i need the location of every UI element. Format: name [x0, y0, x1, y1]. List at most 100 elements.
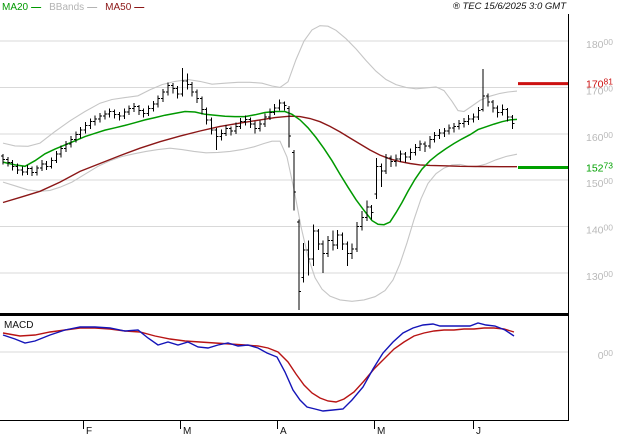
ma50-line — [2, 115, 517, 204]
ohlc-bar — [452, 123, 457, 133]
ohlc-bar — [486, 93, 490, 107]
ohlc-bar — [321, 240, 326, 273]
copyright-timestamp: ® TEC 15/6/2025 3:0 GMT — [452, 1, 566, 12]
ohlc-bar — [112, 109, 117, 119]
price-axis-label: 15000 — [586, 176, 613, 190]
ohlc-bar — [495, 105, 500, 118]
ohlc-bar — [146, 105, 151, 117]
ohlc-bar — [44, 161, 49, 170]
ohlc-bar — [78, 126, 83, 139]
ohlc-bar — [301, 242, 306, 283]
ohlc-bar — [1, 154, 5, 165]
macd-zero-label: 000 — [598, 348, 614, 362]
ohlc-bar — [422, 141, 427, 152]
ohlc-bar — [306, 240, 311, 276]
ohlc-bar — [243, 115, 248, 126]
ohlc-bar — [83, 122, 88, 134]
ohlc-bar — [335, 229, 340, 249]
ohlc-bar — [490, 99, 495, 113]
ohlc-bar — [180, 67, 185, 97]
ohlc-bar — [340, 232, 345, 250]
ohlc-bar — [461, 118, 466, 128]
ohlc-bar — [403, 151, 408, 163]
ohlc-bar — [136, 105, 141, 115]
ohlc-bar — [330, 230, 335, 251]
month-label: M — [183, 426, 191, 437]
month-label: F — [86, 426, 92, 437]
ohlc-bar — [456, 119, 461, 130]
ohlc-bar — [93, 115, 98, 126]
ohlc-bar — [311, 224, 316, 267]
ohlc-bar — [393, 154, 398, 167]
legend-label-ma20: MA20 — [2, 2, 29, 13]
ohlc-bar — [248, 117, 253, 129]
ohlc-bar — [54, 150, 59, 164]
ohlc-bar — [413, 144, 418, 156]
ohlc-bar — [10, 160, 15, 171]
ohlc-bar — [427, 136, 432, 149]
ohlc-bar — [185, 73, 190, 90]
legend-swatch-ma50: — — [134, 2, 144, 13]
legend-item-bbands: BBands — — [49, 2, 97, 13]
ohlc-bar — [505, 107, 510, 122]
ohlc-bar — [471, 113, 476, 123]
ohlc-bar — [374, 157, 379, 199]
legend-swatch-ma20: — — [31, 2, 41, 13]
legend-label-bbands: BBands — [49, 2, 85, 13]
price-axis-label: 18000 — [586, 37, 613, 51]
ohlc-bar — [68, 136, 73, 148]
ohlc-bar — [418, 140, 423, 151]
ohlc-bar — [292, 150, 296, 211]
ohlc-bar — [272, 104, 277, 116]
ohlc-bar — [175, 86, 180, 99]
ohlc-bar — [267, 108, 272, 120]
ohlc-bar — [277, 99, 282, 111]
ohlc-bar — [369, 204, 374, 220]
ohlc-bar — [122, 108, 127, 119]
ohlc-bar — [15, 163, 20, 175]
month-label: M — [377, 426, 385, 437]
ohlc-bar — [195, 89, 199, 104]
ohlc-bar — [355, 221, 360, 253]
ohlc-bar — [102, 110, 107, 120]
macd-signal-line — [2, 327, 515, 403]
month-label: J — [476, 426, 481, 437]
ohlc-bar — [398, 150, 403, 163]
ohlc-bar — [127, 105, 132, 116]
legend-label-ma50: MA50 — [105, 2, 132, 13]
ohlc-bar — [131, 103, 136, 112]
ohlc-bar — [432, 131, 437, 143]
ohlc-bar — [287, 105, 292, 148]
ohlc-bar — [228, 126, 233, 136]
ohlc-bar — [296, 219, 301, 311]
macd-line — [2, 322, 515, 412]
ohlc-bar — [224, 124, 229, 137]
ohlc-bar — [25, 164, 30, 176]
ohlc-bar — [282, 101, 287, 111]
month-label: A — [280, 426, 287, 437]
ohlc-bar — [238, 118, 243, 130]
macd-panel-label: MACD — [4, 320, 34, 331]
ohlc-bar — [30, 166, 35, 177]
ohlc-bar — [219, 129, 224, 141]
ohlc-bar — [262, 113, 267, 127]
ohlc-bar — [345, 241, 350, 267]
ohlc-bar — [510, 114, 515, 130]
ohlc-bar — [161, 88, 166, 102]
ohlc-bar — [379, 163, 384, 188]
ohlc-bar — [233, 122, 238, 134]
ohlc-bar — [117, 111, 122, 121]
ohlc-bar — [165, 82, 170, 96]
ohlc-bar — [98, 112, 102, 123]
price-axis-label: 14000 — [586, 223, 613, 237]
resistance-level-label: 17081 — [586, 77, 613, 91]
ohlc-bar — [73, 131, 78, 143]
ohlc-bar — [214, 128, 219, 151]
ohlc-bar — [34, 165, 39, 176]
ohlc-bar — [156, 95, 161, 108]
ohlc-bar — [437, 129, 442, 139]
bollinger-upper-band — [2, 25, 518, 147]
ohlc-bar — [258, 120, 263, 132]
chart-legend: MA20 — BBands — MA50 — — [2, 2, 144, 13]
